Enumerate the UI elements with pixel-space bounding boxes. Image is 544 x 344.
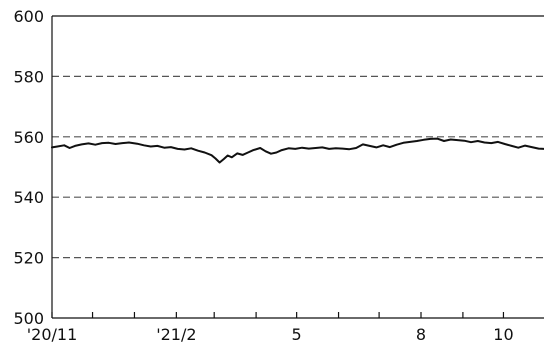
x-tick-label: '20/11 (27, 325, 78, 344)
x-tick-label: '21/2 (156, 325, 196, 344)
y-tick-label: 520 (13, 249, 44, 268)
y-tick-label: 540 (13, 188, 44, 207)
y-tick-label: 560 (13, 128, 44, 147)
axes (51, 15, 544, 319)
x-tick-label: 10 (493, 325, 513, 344)
y-tick-label: 600 (13, 7, 44, 26)
x-tick-label: 5 (292, 325, 302, 344)
x-tick-label: 8 (416, 325, 426, 344)
y-tick-label: 500 (13, 309, 44, 328)
tick-labels: 500 520 540 560 580 600 '20/11 '21/2 5 8 10 (13, 7, 513, 344)
y-tick-label: 580 (13, 67, 44, 86)
gridlines (52, 75, 544, 259)
series-layer (51, 137, 544, 164)
series-line-0 (51, 137, 544, 164)
